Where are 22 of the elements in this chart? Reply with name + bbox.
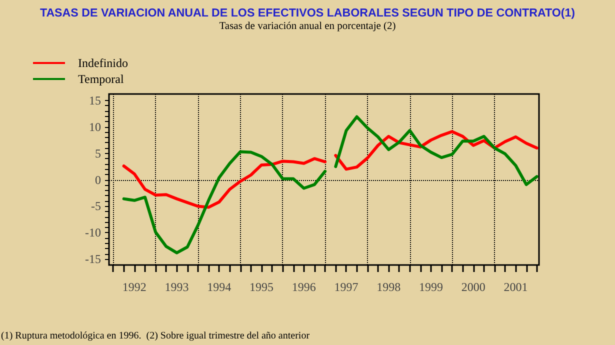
x-tick-label: 1997 [334,280,358,294]
y-tick-label: 5 [95,146,101,160]
y-tick-label: -5 [91,199,101,214]
y-tick-label: 15 [89,93,101,108]
chart-subtitle: Tasas de variación anual en porcentaje (2) [219,21,396,32]
x-tick-label: 2000 [461,280,486,294]
y-tick-label: -15 [85,252,101,266]
y-tick-label: -10 [85,226,101,240]
text: (1) Ruptura metodológica en 1996. (2) Sobre igual trimestre del año anterior [1,330,310,342]
x-tick-label: 1995 [250,280,274,294]
y-tick-label: 0 [95,172,101,187]
x-tick-label: 2001 [504,280,528,294]
x-tick-label: 1994 [207,280,232,294]
x-tick-label: 1992 [122,280,146,294]
x-tick-label: 1999 [418,280,443,294]
x-tick-label: 1996 [292,280,316,294]
x-tick-label: 1993 [164,280,189,294]
y-tick-label: 10 [89,120,101,134]
legend-label: Indefinido [78,56,128,70]
legend-label: Temporal [78,72,124,86]
chart-title: TASAS DE VARIACION ANUAL DE LOS EFECTIVOS LABORALES SEGUN TIPO DE CONTRATO(1) [40,6,576,20]
x-tick-label: 1998 [376,280,401,294]
